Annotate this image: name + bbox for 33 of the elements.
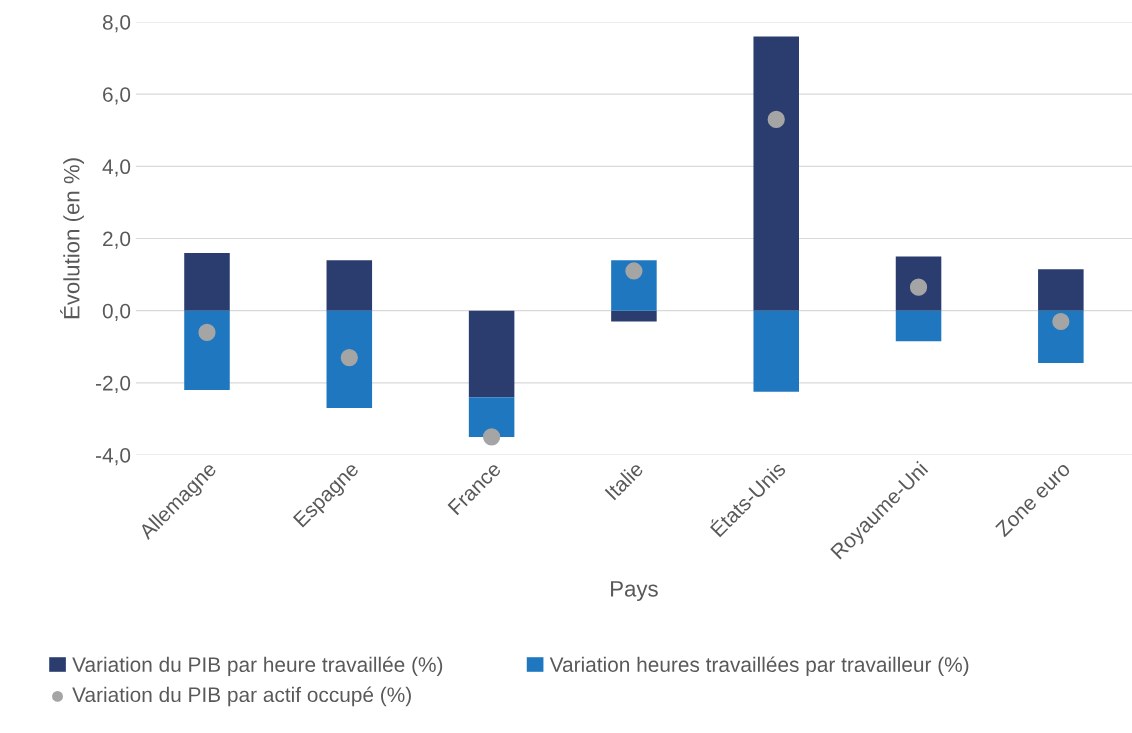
- point: [625, 262, 643, 280]
- y-tick-label: -2,0: [96, 375, 131, 394]
- x-axis-title: Pays: [611, 581, 658, 602]
- bar: [184, 310, 230, 391]
- legend-label: Variation du PIB par actif occupé (%): [72, 686, 411, 707]
- bar: [184, 252, 230, 311]
- point: [340, 348, 358, 367]
- point: [482, 428, 501, 446]
- bar: [468, 397, 515, 437]
- legend-label: Variation du PIB par heure travaillée (%): [72, 656, 443, 677]
- y-tick-label: 2,0: [103, 231, 131, 249]
- bar: [1038, 269, 1084, 311]
- bar: [468, 310, 515, 398]
- y-axis-title: Évolution (en %): [60, 158, 84, 319]
- y-tick-label: 0,0: [102, 303, 131, 321]
- point: [767, 110, 785, 129]
- bar: [326, 310, 373, 409]
- bar: [611, 260, 657, 311]
- y-tick-label: 8,0: [102, 15, 131, 33]
- y-tick-label: -4,0: [96, 448, 131, 466]
- legend-label: Variation heures travaillées par travailleur (%): [549, 656, 969, 677]
- bar: [895, 256, 942, 311]
- bar: [895, 310, 942, 342]
- bar: [326, 260, 373, 311]
- bar: [611, 310, 657, 322]
- x-tick-label: Italie: [604, 460, 645, 501]
- point: [198, 323, 216, 341]
- y-tick-label: 6,0: [103, 87, 131, 105]
- point: [1052, 312, 1070, 331]
- bar: [753, 36, 799, 311]
- y-tick-label: 4,0: [102, 159, 131, 177]
- bar: [1038, 310, 1084, 363]
- bar: [753, 310, 799, 392]
